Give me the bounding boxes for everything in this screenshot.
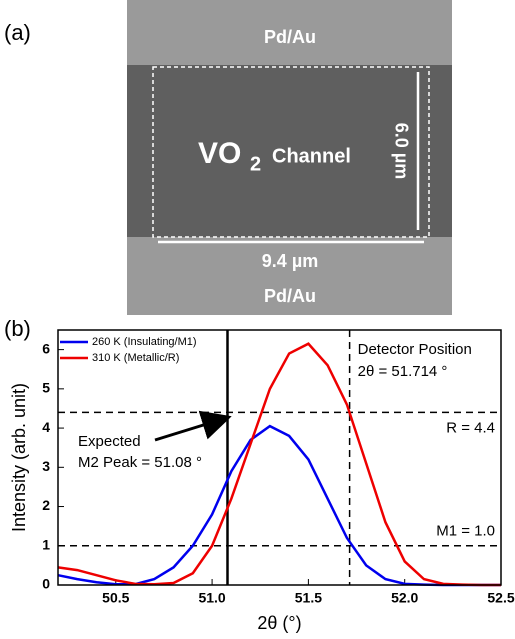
x-tick-label: 51.0 (198, 590, 225, 606)
x-tick-label: 52.5 (487, 590, 514, 606)
height-label: 6.0 µm (391, 123, 411, 179)
y-tick-label: 0 (42, 576, 50, 592)
annotation: M2 Peak = 51.08 ° (78, 454, 202, 471)
figure: (a) (b) Pd/Au Pd/Au VO 2 Channel 6.0 µm … (0, 0, 515, 639)
panel-label: (b) (4, 316, 31, 341)
channel-subscript: 2 (250, 153, 261, 175)
contact-label: Pd/Au (264, 286, 316, 306)
x-axis-label: 2θ (°) (257, 613, 301, 633)
y-tick-label: 2 (42, 497, 50, 513)
sem-image: Pd/Au Pd/Au VO 2 Channel 6.0 µm 9.4 µm (127, 0, 452, 315)
y-tick-label: 3 (42, 458, 50, 474)
channel-word: Channel (272, 145, 351, 167)
x-tick-label: 51.5 (295, 590, 322, 606)
channel-formula: VO (198, 137, 241, 170)
legend-label: 260 K (Insulating/M1) (92, 336, 197, 348)
y-tick-label: 1 (42, 536, 50, 552)
y-tick-label: 6 (42, 340, 50, 356)
annotation: 2θ = 51.714 ° (358, 363, 448, 380)
width-label: 9.4 µm (262, 251, 318, 271)
annotation: R = 4.4 (446, 419, 495, 436)
x-tick-label: 52.0 (391, 590, 418, 606)
x-tick-label: 50.5 (102, 590, 129, 606)
y-tick-label: 4 (42, 419, 50, 435)
annotation: Expected (78, 433, 141, 450)
annotation: M1 = 1.0 (436, 523, 495, 540)
contact-label: Pd/Au (264, 27, 316, 47)
panel-label: (a) (4, 20, 31, 45)
annotation-arrow (155, 418, 226, 440)
y-axis-label: Intensity (arb. unit) (9, 383, 29, 532)
plot: 50.5 51.0 51.5 52.0 52.5 0 1 2 3 4 5 6 260 K (Insula… (9, 330, 515, 633)
legend-label: 310 K (Metallic/R) (92, 352, 179, 364)
annotation: Detector Position (358, 341, 472, 358)
y-tick-label: 5 (42, 380, 50, 396)
